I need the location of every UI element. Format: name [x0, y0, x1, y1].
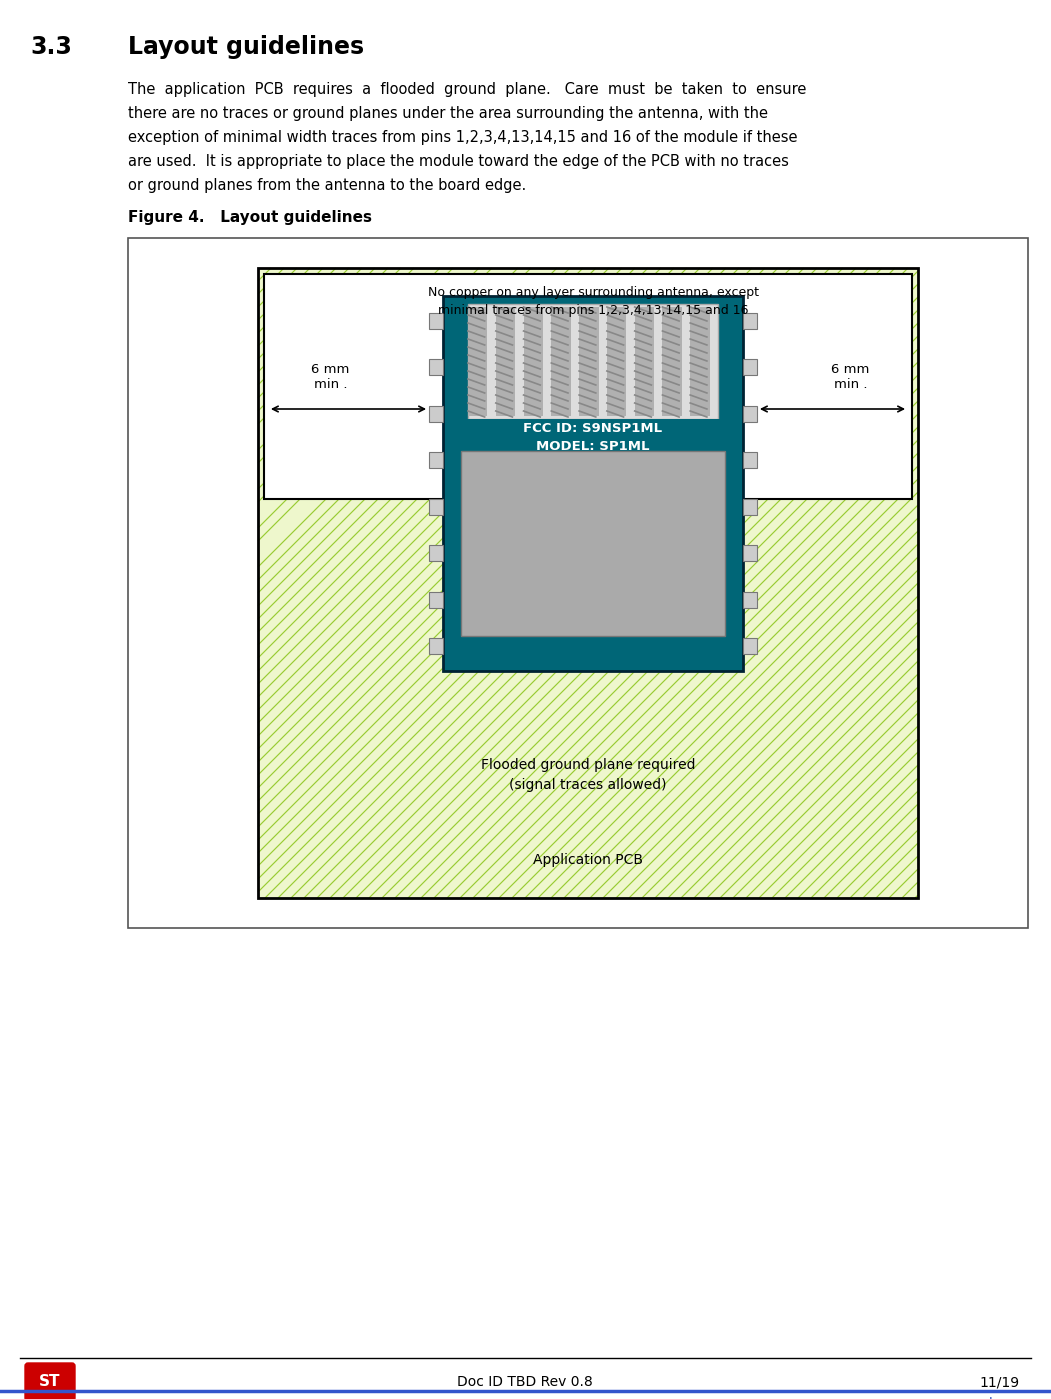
Bar [743, 498, 757, 515]
Bar [429, 313, 444, 329]
Bar [429, 452, 444, 469]
Bar [743, 406, 757, 422]
Bar [257, 269, 918, 898]
Text: Flooded ground plane required: Flooded ground plane required [480, 758, 696, 772]
Text: The  application  PCB  requires  a  flooded  ground  plane.   Care  must  be  ta: The application PCB requires a flooded g… [128, 83, 806, 97]
Bar [552, 306, 571, 416]
Text: Figure 4.   Layout guidelines: Figure 4. Layout guidelines [128, 210, 372, 225]
Bar [264, 274, 912, 499]
Bar [743, 592, 757, 607]
Bar [743, 546, 757, 561]
Text: or ground planes from the antenna to the board edge.: or ground planes from the antenna to the… [128, 178, 527, 193]
FancyBboxPatch shape [25, 1363, 75, 1399]
Text: MODEL: SP1ML: MODEL: SP1ML [536, 439, 650, 452]
Bar [429, 360, 444, 375]
Text: minimal traces from pins 1,2,3,4,13,14,15 and 16: minimal traces from pins 1,2,3,4,13,14,1… [438, 304, 748, 318]
Text: exception of minimal width traces from pins 1,2,3,4,13,14,15 and 16 of the modul: exception of minimal width traces from p… [128, 130, 798, 145]
Bar [523, 306, 543, 416]
Text: Doc ID TBD Rev 0.8: Doc ID TBD Rev 0.8 [457, 1375, 593, 1389]
Bar [444, 297, 743, 672]
Text: No copper on any layer surrounding antenna, except: No copper on any layer surrounding anten… [428, 285, 759, 299]
Bar [743, 360, 757, 375]
Bar [453, 418, 733, 448]
Text: FCC ID: S9NSP1ML: FCC ID: S9NSP1ML [523, 422, 662, 435]
Text: 6 mm
min .: 6 mm min . [311, 362, 350, 390]
Bar [579, 306, 599, 416]
Text: ST: ST [39, 1374, 61, 1389]
Text: are used.  It is appropriate to place the module toward the edge of the PCB with: are used. It is appropriate to place the… [128, 154, 789, 169]
Text: Application PCB: Application PCB [533, 853, 643, 867]
Text: 3.3: 3.3 [30, 35, 71, 59]
Bar [429, 592, 444, 607]
Text: 6 mm
min .: 6 mm min . [831, 362, 869, 390]
Bar [743, 313, 757, 329]
Bar [257, 269, 918, 898]
Text: www.st.com: www.st.com [949, 1396, 1025, 1399]
Bar [429, 406, 444, 422]
Bar [429, 638, 444, 653]
Text: there are no traces or ground planes under the area surrounding the antenna, wit: there are no traces or ground planes und… [128, 106, 768, 120]
Text: (signal traces allowed): (signal traces allowed) [510, 778, 666, 792]
Bar [662, 306, 682, 416]
Bar [429, 546, 444, 561]
Bar [691, 306, 709, 416]
Text: 11/19: 11/19 [980, 1375, 1021, 1389]
Bar [468, 306, 488, 416]
Text: Layout guidelines: Layout guidelines [128, 35, 364, 59]
Bar [468, 304, 718, 418]
Bar [128, 238, 1028, 928]
Bar [606, 306, 626, 416]
Bar [461, 450, 725, 637]
Bar [496, 306, 515, 416]
Bar [743, 638, 757, 653]
Bar [743, 452, 757, 469]
Bar [429, 498, 444, 515]
Bar [635, 306, 654, 416]
